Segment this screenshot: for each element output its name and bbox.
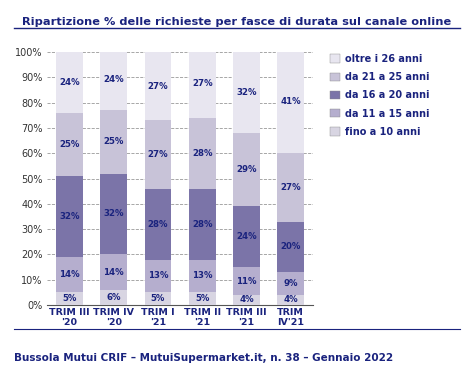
Text: 25%: 25% — [59, 140, 80, 149]
Text: 4%: 4% — [283, 295, 298, 304]
Text: 25%: 25% — [104, 137, 124, 146]
Text: 28%: 28% — [148, 219, 168, 228]
Text: 27%: 27% — [192, 79, 212, 88]
Text: 9%: 9% — [283, 279, 298, 288]
Text: 28%: 28% — [192, 219, 212, 228]
Bar — [100, 254, 127, 290]
Text: 28%: 28% — [192, 149, 212, 158]
Text: 5%: 5% — [195, 294, 210, 303]
Bar — [189, 292, 216, 305]
Bar — [100, 173, 127, 254]
Bar — [145, 292, 171, 305]
Bar — [233, 206, 260, 267]
Text: 11%: 11% — [236, 276, 257, 285]
Text: 27%: 27% — [148, 82, 168, 91]
Bar — [56, 257, 83, 292]
Text: 24%: 24% — [59, 78, 80, 87]
Bar — [56, 113, 83, 176]
Text: 14%: 14% — [59, 270, 80, 279]
Bar — [233, 295, 260, 305]
Bar — [56, 52, 83, 113]
Text: 27%: 27% — [281, 183, 301, 192]
Bar — [189, 260, 216, 292]
Text: 27%: 27% — [148, 150, 168, 159]
Bar — [277, 153, 304, 222]
Text: 32%: 32% — [236, 88, 257, 97]
Bar — [189, 49, 216, 118]
Bar — [145, 260, 171, 292]
Text: 13%: 13% — [148, 272, 168, 280]
Text: 6%: 6% — [107, 293, 121, 302]
Bar — [145, 52, 171, 121]
Bar — [145, 189, 171, 260]
Bar — [277, 222, 304, 272]
Bar — [189, 118, 216, 189]
Bar — [56, 292, 83, 305]
Bar — [233, 133, 260, 206]
Text: 20%: 20% — [281, 243, 301, 251]
Text: 32%: 32% — [103, 209, 124, 218]
Text: 5%: 5% — [151, 294, 165, 303]
Text: 4%: 4% — [239, 295, 254, 304]
Bar — [233, 267, 260, 295]
Text: 14%: 14% — [103, 268, 124, 277]
Text: 24%: 24% — [236, 232, 257, 241]
Bar — [145, 121, 171, 189]
Bar — [277, 295, 304, 305]
Text: 41%: 41% — [281, 97, 301, 106]
Bar — [56, 176, 83, 257]
Bar — [277, 49, 304, 153]
Text: 32%: 32% — [59, 212, 80, 221]
Bar — [100, 290, 127, 305]
Text: 13%: 13% — [192, 272, 212, 280]
Text: Bussola Mutui CRIF – MutuiSupermarket.it, n. 38 – Gennaio 2022: Bussola Mutui CRIF – MutuiSupermarket.it… — [14, 353, 393, 363]
Bar — [277, 272, 304, 295]
Bar — [189, 189, 216, 260]
Text: 29%: 29% — [236, 165, 257, 174]
Text: 5%: 5% — [63, 294, 77, 303]
Bar — [233, 52, 260, 133]
Legend: oltre i 26 anni, da 21 a 25 anni, da 16 a 20 anni, da 11 a 15 anni, fino a 10 an: oltre i 26 anni, da 21 a 25 anni, da 16 … — [328, 52, 431, 139]
Text: 24%: 24% — [103, 76, 124, 84]
Bar — [100, 110, 127, 173]
Bar — [100, 49, 127, 110]
Text: Ripartizione % delle richieste per fasce di durata sul canale online: Ripartizione % delle richieste per fasce… — [22, 17, 452, 27]
